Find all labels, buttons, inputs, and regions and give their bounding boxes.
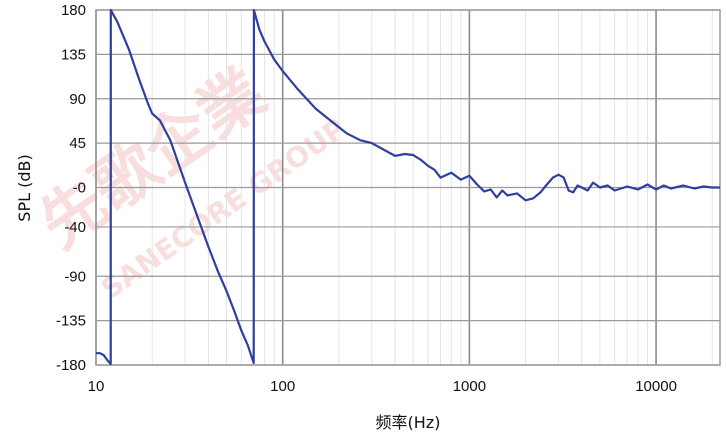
x-tick-label: 10: [88, 378, 105, 395]
y-axis-label: SPL (dB): [15, 154, 34, 221]
series-group: [96, 8, 720, 366]
y-tick-label: -90: [64, 268, 86, 285]
phase-response-line: [96, 8, 720, 366]
x-tick-label: 1000: [453, 378, 486, 395]
x-axis-label: 频率(Hz): [376, 413, 441, 432]
y-tick-label: -135: [56, 313, 86, 330]
y-tick-label: 45: [69, 135, 86, 152]
tick-labels: 10 100 1000 10000 180 135 90 45 -0 -40 -90 -135 -180: [56, 2, 677, 395]
y-tick-label: 135: [61, 46, 86, 63]
y-tick-label: 90: [69, 91, 86, 108]
y-tick-label: -0: [73, 180, 86, 197]
y-tick-label: -40: [64, 219, 86, 236]
y-tick-label: 180: [61, 2, 86, 19]
y-tick-label: -180: [56, 357, 86, 374]
x-tick-label: 100: [270, 378, 295, 395]
x-tick-label: 10000: [635, 378, 677, 395]
